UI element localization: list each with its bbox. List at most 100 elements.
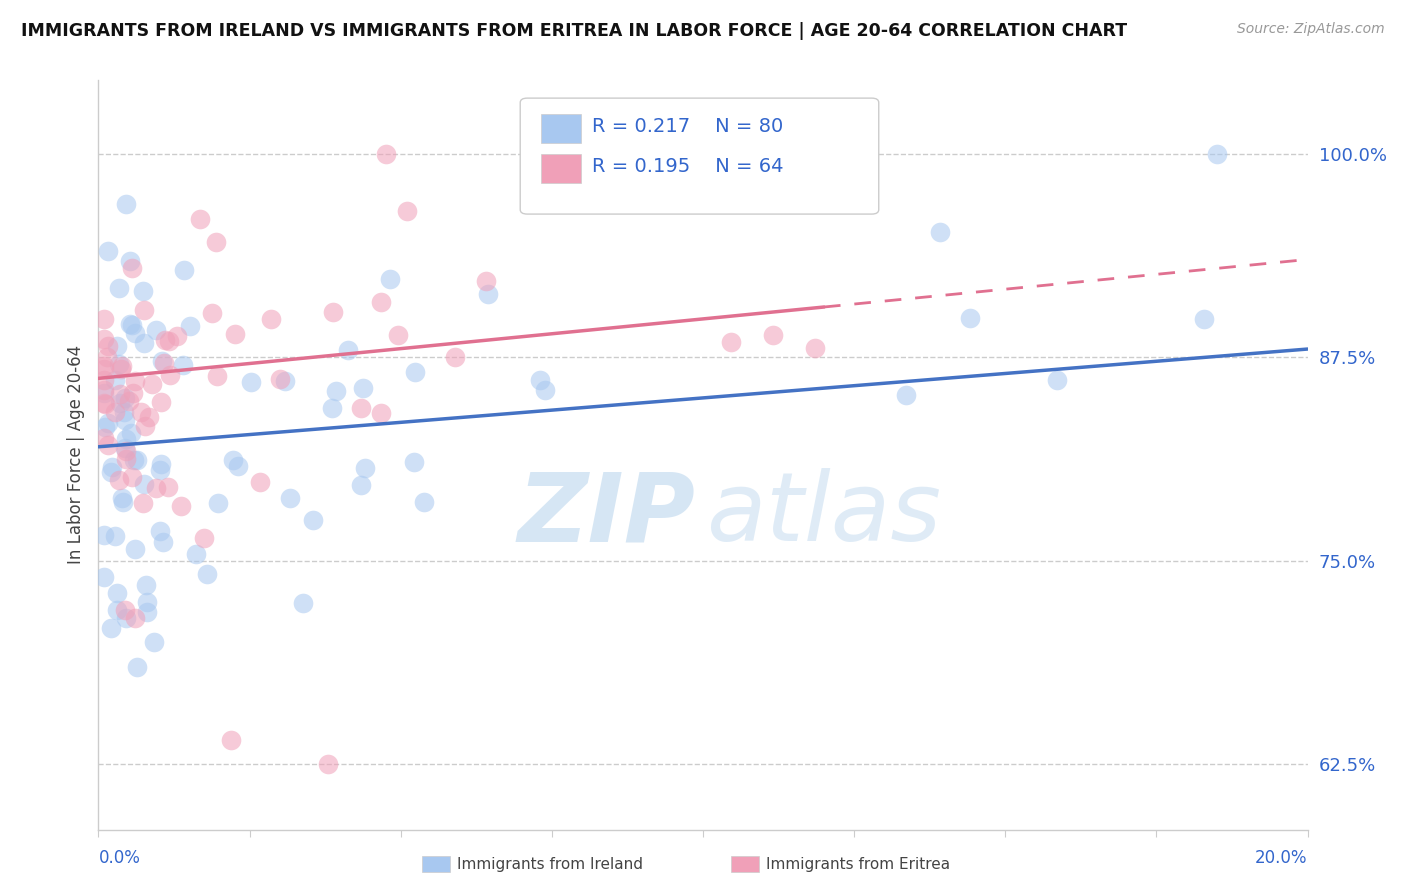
Point bbox=[132, 335, 155, 350]
Point bbox=[321, 401, 343, 416]
Point bbox=[336, 343, 359, 358]
Point bbox=[720, 334, 742, 349]
Point bbox=[93, 373, 115, 387]
Point bbox=[120, 317, 142, 331]
Point bbox=[803, 341, 825, 355]
Point bbox=[114, 392, 136, 406]
Point bbox=[107, 281, 129, 295]
Point bbox=[316, 757, 339, 772]
Point bbox=[134, 418, 156, 433]
Point bbox=[124, 611, 146, 625]
Point bbox=[114, 413, 136, 427]
Point bbox=[150, 354, 173, 368]
Point bbox=[157, 334, 180, 348]
Point bbox=[135, 605, 157, 619]
Point bbox=[96, 350, 118, 364]
Point bbox=[477, 286, 499, 301]
Point bbox=[322, 305, 344, 319]
Point bbox=[166, 329, 188, 343]
Text: Immigrants from Eritrea: Immigrants from Eritrea bbox=[766, 857, 950, 871]
Point bbox=[135, 578, 157, 592]
Point bbox=[121, 470, 143, 484]
Point bbox=[105, 602, 128, 616]
Point bbox=[120, 253, 142, 268]
Point bbox=[145, 323, 167, 337]
Point bbox=[121, 261, 143, 276]
Point bbox=[114, 432, 136, 446]
Point bbox=[114, 602, 136, 616]
Point bbox=[260, 312, 283, 326]
Point bbox=[292, 597, 315, 611]
Point bbox=[136, 594, 159, 608]
Point bbox=[93, 570, 115, 584]
Point bbox=[93, 431, 115, 445]
Point bbox=[121, 318, 143, 332]
Point bbox=[352, 381, 374, 395]
Point bbox=[134, 302, 156, 317]
Point bbox=[93, 312, 115, 326]
Point bbox=[108, 396, 131, 410]
Point bbox=[138, 409, 160, 424]
Point bbox=[1046, 373, 1069, 387]
Point bbox=[195, 566, 218, 581]
Point bbox=[153, 356, 176, 370]
Point bbox=[149, 457, 172, 471]
Text: 0.0%: 0.0% bbox=[98, 849, 141, 867]
Point bbox=[132, 496, 155, 510]
Point bbox=[157, 480, 180, 494]
Point bbox=[110, 362, 132, 376]
Point bbox=[100, 621, 122, 635]
Point bbox=[93, 383, 115, 397]
Point bbox=[141, 377, 163, 392]
Point bbox=[375, 146, 398, 161]
Point bbox=[97, 339, 120, 353]
Point bbox=[274, 374, 297, 388]
Point bbox=[221, 452, 243, 467]
Point bbox=[104, 528, 127, 542]
Point bbox=[959, 311, 981, 326]
Point bbox=[149, 524, 172, 538]
Point bbox=[172, 358, 194, 372]
Text: Source: ZipAtlas.com: Source: ZipAtlas.com bbox=[1237, 22, 1385, 37]
Point bbox=[149, 395, 172, 409]
Point bbox=[120, 425, 142, 440]
Point bbox=[184, 547, 207, 561]
Point bbox=[159, 368, 181, 382]
Y-axis label: In Labor Force | Age 20-64: In Labor Force | Age 20-64 bbox=[66, 345, 84, 565]
Point bbox=[412, 494, 434, 508]
Point bbox=[278, 491, 301, 506]
Point bbox=[370, 295, 392, 310]
Point bbox=[170, 499, 193, 513]
Point bbox=[534, 383, 557, 397]
Point bbox=[124, 542, 146, 557]
Point bbox=[93, 361, 115, 376]
Point bbox=[125, 452, 148, 467]
Point bbox=[93, 397, 115, 411]
Point bbox=[100, 465, 122, 479]
Point bbox=[104, 373, 127, 387]
Point bbox=[93, 420, 115, 434]
Point bbox=[152, 535, 174, 549]
Point bbox=[475, 274, 498, 288]
Point bbox=[239, 375, 262, 389]
Point bbox=[127, 659, 149, 673]
Point bbox=[114, 443, 136, 458]
Point bbox=[207, 496, 229, 510]
Point bbox=[353, 460, 375, 475]
Text: atlas: atlas bbox=[706, 468, 942, 561]
Text: ZIP: ZIP bbox=[517, 468, 695, 561]
Point bbox=[93, 359, 115, 373]
Point bbox=[134, 477, 156, 491]
Point bbox=[201, 306, 224, 320]
Point bbox=[145, 481, 167, 495]
Point bbox=[153, 333, 176, 347]
Point bbox=[105, 339, 128, 353]
Point bbox=[762, 328, 785, 343]
Point bbox=[193, 531, 215, 545]
Point bbox=[205, 235, 228, 249]
Point bbox=[97, 416, 120, 430]
Point bbox=[107, 357, 129, 371]
Point bbox=[97, 437, 120, 451]
Point bbox=[894, 388, 917, 402]
Point bbox=[108, 387, 131, 401]
